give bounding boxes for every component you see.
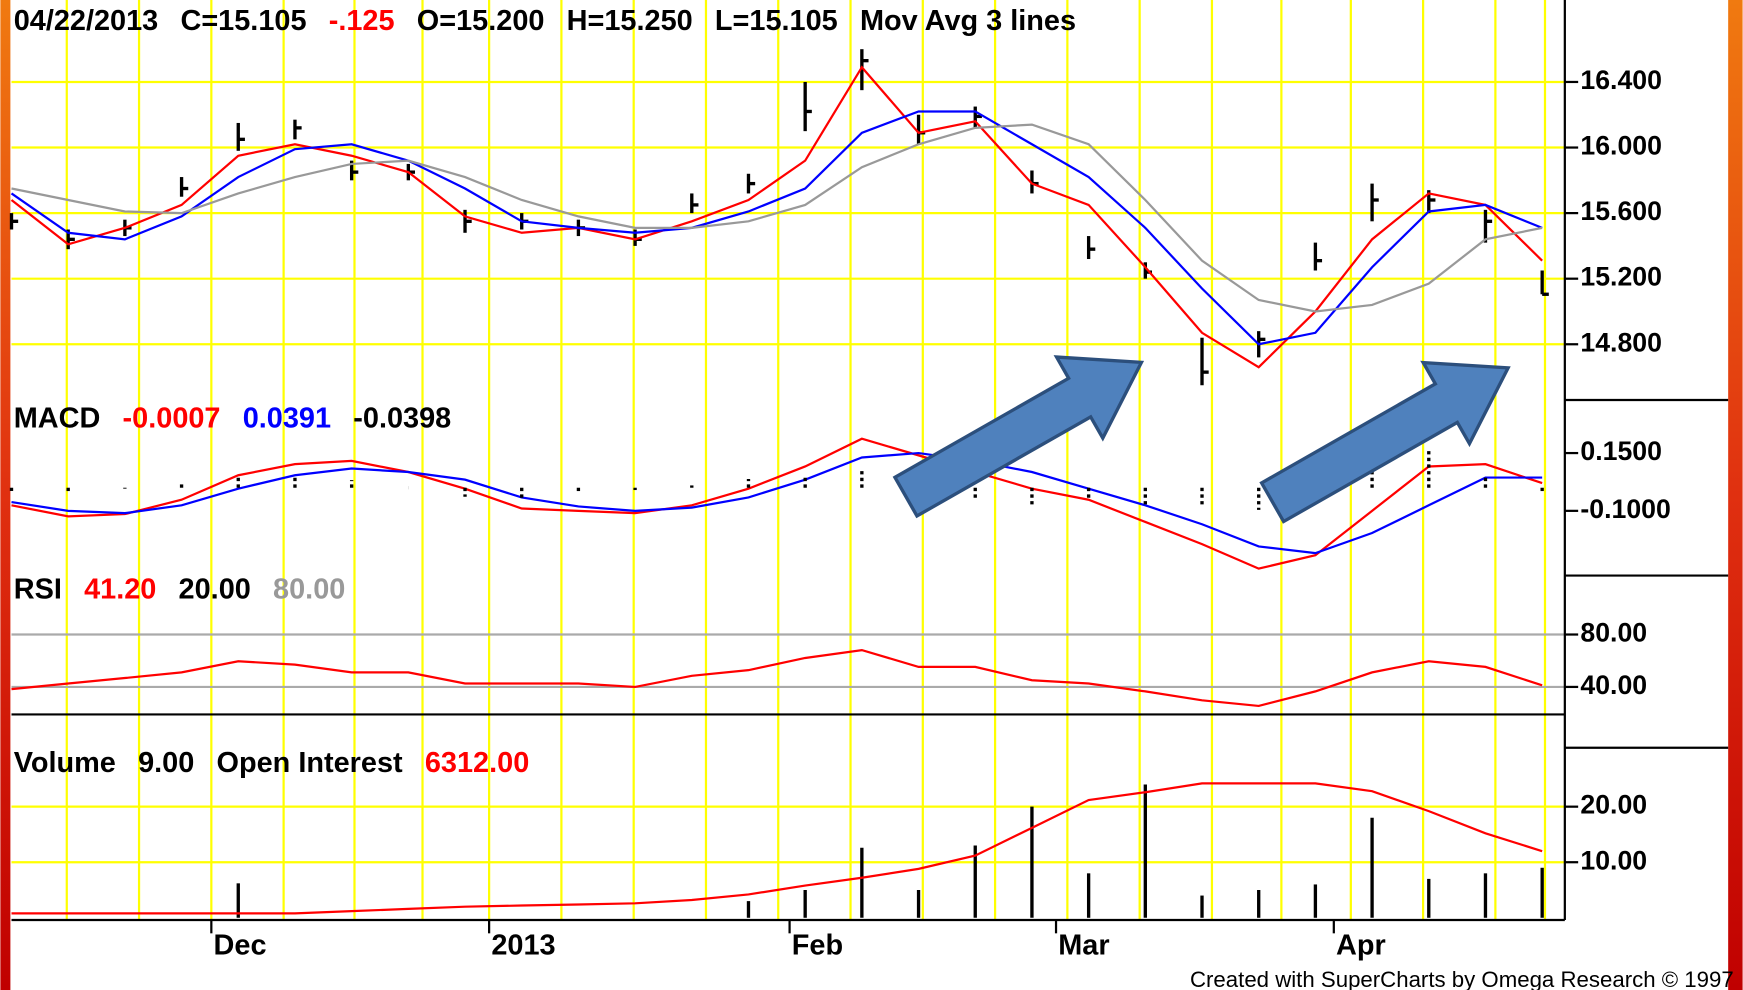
marks-layer: [9, 49, 1549, 918]
panel-header: Mov Avg 3 lines: [860, 5, 1076, 37]
x-tick-label: Apr: [1336, 929, 1386, 961]
series-line: [11, 437, 1543, 570]
arrow: [1259, 360, 1511, 524]
panel-header: C=15.105: [180, 5, 306, 37]
panel-header: 6312.00: [425, 747, 529, 779]
panel-header: MACD: [14, 403, 101, 435]
panel-header: Open Interest: [217, 747, 404, 779]
panel-header: -0.0007: [123, 403, 221, 435]
panel-header: 04/22/2013: [14, 5, 159, 37]
y-tick-label: 16.400: [1580, 65, 1662, 95]
left-frame: [0, 0, 11, 990]
x-tick-label: Mar: [1058, 929, 1109, 961]
x-tick-label: Feb: [792, 929, 843, 961]
panel-header: Volume: [14, 747, 116, 779]
series-line: [11, 648, 1543, 708]
series-line: [11, 451, 1543, 555]
y-tick-label: 10.00: [1580, 845, 1647, 875]
panel-header: 80.00: [273, 574, 345, 606]
series-line: [10, 110, 1543, 346]
y-tick-label: 40.00: [1580, 670, 1647, 700]
panel-header: H=15.250: [567, 5, 693, 37]
panel-header: 9.00: [138, 747, 194, 779]
panel-header: 0.0391: [243, 403, 331, 435]
panel-header: 41.20: [84, 574, 156, 606]
y-tick-label: 80.00: [1580, 618, 1647, 648]
y-tick-label: 20.00: [1580, 790, 1647, 820]
right-frame: [1728, 0, 1743, 990]
panel-header: RSI: [14, 574, 62, 606]
panel-header: 20.00: [179, 574, 251, 606]
arrow: [892, 355, 1145, 519]
y-tick-label: -0.1000: [1580, 494, 1670, 524]
series-line: [11, 782, 1543, 915]
y-tick-label: 16.000: [1580, 131, 1662, 161]
panel-header: L=15.105: [715, 5, 838, 37]
panel-header: -0.0398: [353, 403, 451, 435]
series-line: [11, 123, 1543, 313]
x-tick-label: 2013: [491, 929, 555, 961]
y-tick-label: 15.600: [1580, 196, 1662, 226]
panel-header: O=15.200: [417, 5, 545, 37]
y-tick-label: 14.800: [1580, 327, 1662, 357]
footer: Created with SuperCharts by Omega Resear…: [1190, 967, 1734, 990]
x-tick-label: Dec: [214, 929, 267, 961]
grid-layer: [11, 0, 1565, 920]
y-tick-label: 0.1500: [1580, 436, 1662, 466]
panel-header: -.125: [329, 5, 395, 37]
y-tick-label: 15.200: [1580, 262, 1662, 292]
